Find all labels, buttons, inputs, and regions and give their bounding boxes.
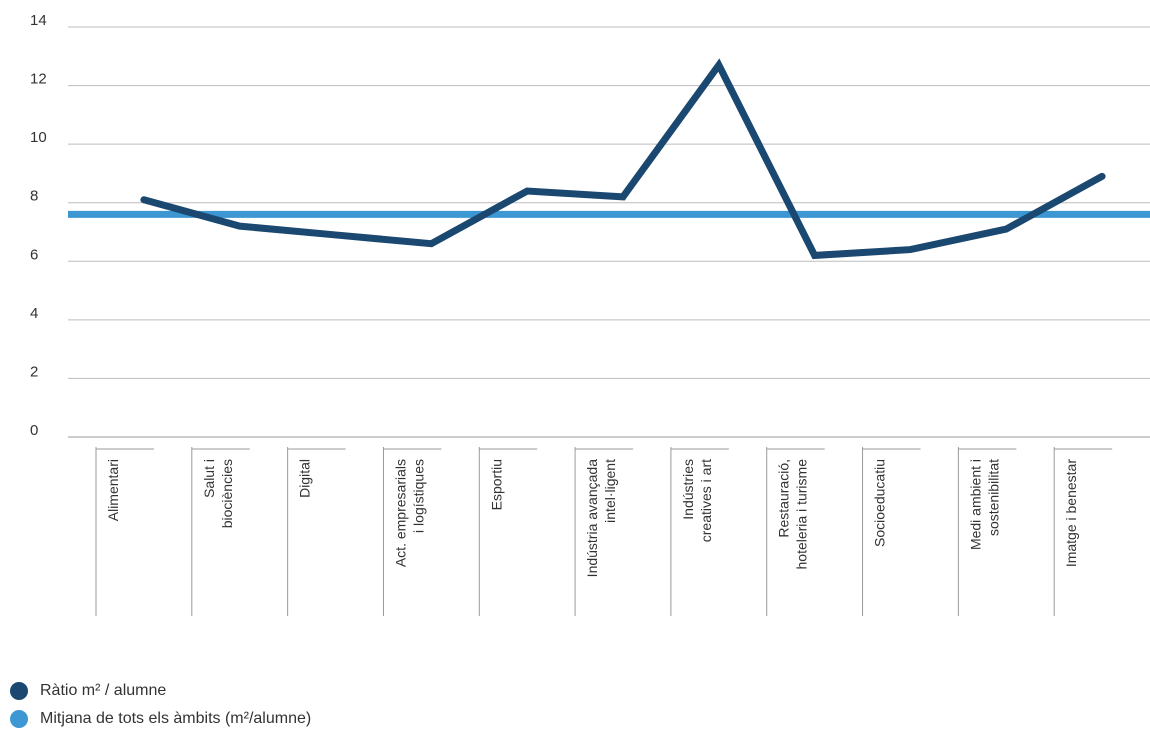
y-tick-label: 12	[30, 71, 47, 88]
y-tick-label: 6	[30, 246, 38, 263]
category-label: Indústria avançada	[584, 459, 600, 578]
y-axis-ticks: 0 2 4 6 8 10 12 14	[30, 12, 47, 439]
legend: Ràtio m² / alumne Mitjana de tots els àm…	[10, 680, 311, 736]
category-label: sostenibilitat	[985, 459, 1001, 536]
category-label: Digital	[297, 459, 313, 498]
category-label: Act. empresarials	[392, 459, 408, 567]
category-label: Medi ambient i	[967, 459, 983, 550]
category-label: Indústries	[680, 459, 696, 520]
y-tick-label: 10	[30, 129, 47, 146]
series-line-ratio	[144, 65, 1102, 255]
legend-item-average: Mitjana de tots els àmbits (m²/alumne)	[10, 708, 311, 730]
category-label: intel·ligent	[602, 459, 618, 523]
category-label: i logístiques	[410, 459, 426, 533]
legend-label-average: Mitjana de tots els àmbits (m²/alumne)	[40, 710, 311, 728]
y-tick-label: 0	[30, 422, 38, 439]
legend-item-ratio: Ràtio m² / alumne	[10, 680, 311, 702]
y-tick-label: 4	[30, 305, 38, 322]
legend-marker-average	[10, 710, 28, 728]
category-label: Restauració,	[776, 459, 792, 538]
legend-label-ratio: Ràtio m² / alumne	[40, 682, 166, 700]
category-label: Salut i	[201, 459, 217, 498]
series-lines	[68, 65, 1150, 256]
category-label: hoteleria i turisme	[794, 459, 810, 570]
category-label: Alimentari	[105, 459, 121, 521]
category-label: Imatge i benestar	[1063, 459, 1079, 568]
y-tick-label: 14	[30, 12, 47, 29]
category-label: Socioeducatiu	[872, 459, 888, 547]
y-tick-label: 8	[30, 188, 38, 205]
legend-marker-ratio	[10, 682, 28, 700]
category-label: creatives i art	[698, 459, 714, 542]
category-label: biociències	[219, 459, 235, 528]
category-label: Esportiu	[488, 459, 504, 510]
y-tick-label: 2	[30, 363, 38, 380]
